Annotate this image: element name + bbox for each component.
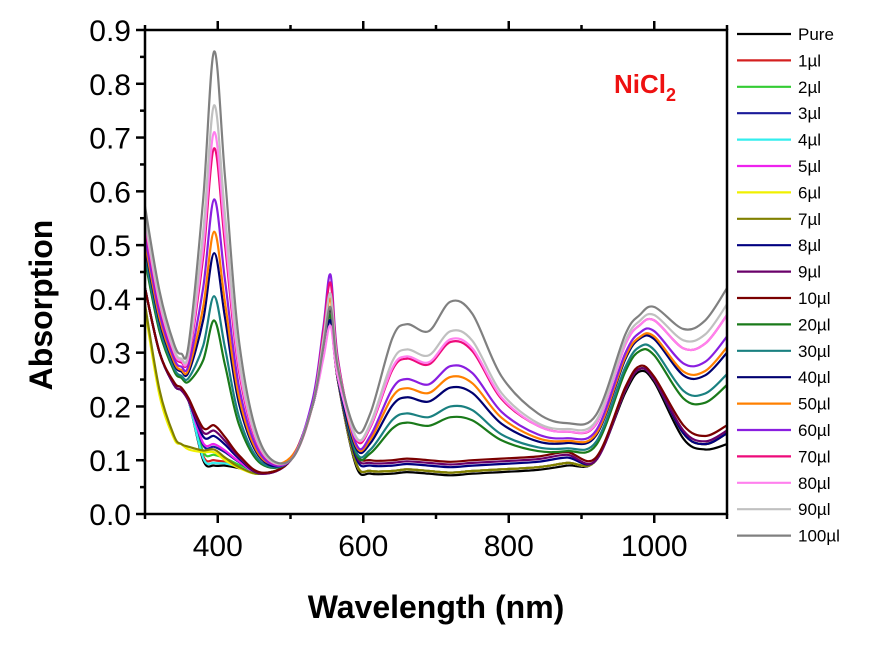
series-line-12 — [146, 255, 726, 469]
legend-item: Pure — [737, 25, 834, 44]
legend-item: 5µl — [737, 157, 821, 176]
legend-item: 90µl — [737, 500, 830, 519]
legend-item: 10µl — [737, 289, 830, 308]
legend-label: 100µl — [798, 527, 840, 546]
series-layer — [146, 50, 726, 477]
legend-label: 4µl — [798, 131, 821, 150]
legend-label: 30µl — [798, 342, 830, 361]
legend-label: 10µl — [798, 289, 830, 308]
legend-item: 3µl — [737, 104, 821, 123]
legend-item: 9µl — [737, 263, 821, 282]
x-axis-label: Wavelength (nm) — [308, 589, 565, 625]
legend-item: 2µl — [737, 78, 821, 97]
series-line-19 — [146, 50, 726, 465]
legend-label: 5µl — [798, 157, 821, 176]
legend-label: 6µl — [798, 183, 821, 202]
y-tick-label: 0.5 — [89, 230, 131, 263]
legend-item: 30µl — [737, 342, 830, 361]
legend-label: 20µl — [798, 315, 830, 334]
legend-label: 40µl — [798, 368, 830, 387]
legend-label: 60µl — [798, 421, 830, 440]
y-tick-label: 0.8 — [89, 69, 131, 102]
legend-item: 1µl — [737, 51, 821, 70]
legend-item: 70µl — [737, 447, 830, 466]
y-tick-label: 0.4 — [89, 284, 131, 317]
series-line-18 — [146, 104, 726, 466]
legend-item: 8µl — [737, 236, 821, 255]
legend-item: 80µl — [737, 474, 830, 493]
y-tick-label: 0.0 — [89, 499, 131, 532]
legend-label: 9µl — [798, 263, 821, 282]
legend-item: 20µl — [737, 315, 830, 334]
legend-label: 50µl — [798, 395, 830, 414]
legend-label: 80µl — [798, 474, 830, 493]
legend-label: 70µl — [798, 447, 830, 466]
y-tick-label: 0.3 — [89, 338, 131, 371]
legend-label: Pure — [798, 25, 834, 44]
series-line-15 — [146, 198, 726, 467]
legend-item: 100µl — [737, 527, 840, 546]
legend-label: 3µl — [798, 104, 821, 123]
y-tick-label: 0.1 — [89, 445, 131, 478]
legend-item: 60µl — [737, 421, 830, 440]
annotation-subscript: 2 — [666, 85, 676, 105]
y-axis-label: Absorption — [23, 220, 59, 391]
tick-labels: 400 600 800 1000 0.0 0.1 0.2 0.3 0.4 0.5 0.6 0.7 0.8… — [89, 15, 687, 563]
y-tick-label: 0.2 — [89, 391, 131, 424]
annotation-text: NiCl — [614, 69, 666, 99]
nicl2-annotation: NiCl2 — [614, 69, 676, 105]
legend-item: 4µl — [737, 131, 821, 150]
legend-label: 8µl — [798, 236, 821, 255]
legend-item: 50µl — [737, 395, 830, 414]
x-tick-label: 600 — [338, 530, 388, 563]
legend-item: 6µl — [737, 183, 821, 202]
legend-label: 90µl — [798, 500, 830, 519]
series-line-11 — [146, 259, 726, 469]
legend-label: 1µl — [798, 51, 821, 70]
x-tick-label: 800 — [484, 530, 534, 563]
y-tick-label: 0.7 — [89, 123, 131, 156]
legend-label: 7µl — [798, 210, 821, 229]
legend-item: 40µl — [737, 368, 830, 387]
legend: Pure 1µl 2µl 3µl 4µl 5µl 6µl 7µl 8µl 9µl 10µl 20µl 3… — [737, 25, 840, 546]
y-tick-label: 0.9 — [89, 15, 131, 48]
x-tick-label: 400 — [193, 530, 243, 563]
y-tick-label: 0.6 — [89, 176, 131, 209]
legend-label: 2µl — [798, 78, 821, 97]
legend-item: 7µl — [737, 210, 821, 229]
series-line-14 — [146, 230, 726, 466]
axes — [136, 21, 729, 523]
x-tick-label: 1000 — [621, 530, 688, 563]
